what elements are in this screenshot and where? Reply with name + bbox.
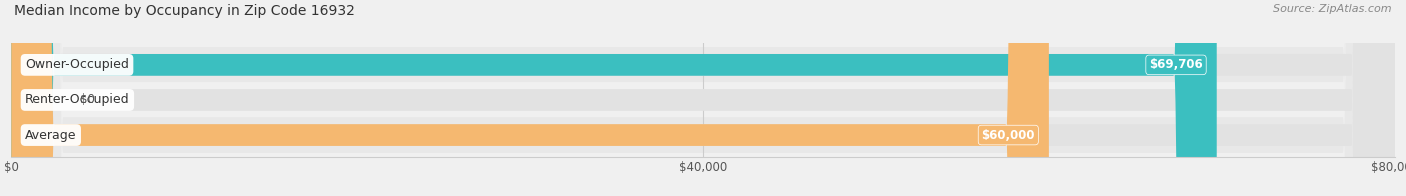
Text: Renter-Occupied: Renter-Occupied (25, 93, 129, 106)
Text: Source: ZipAtlas.com: Source: ZipAtlas.com (1274, 4, 1392, 14)
Text: Owner-Occupied: Owner-Occupied (25, 58, 129, 71)
FancyBboxPatch shape (11, 0, 1395, 196)
FancyBboxPatch shape (11, 0, 1395, 196)
Text: $0: $0 (80, 93, 96, 106)
Text: $60,000: $60,000 (981, 129, 1035, 142)
FancyBboxPatch shape (11, 0, 1049, 196)
Text: Median Income by Occupancy in Zip Code 16932: Median Income by Occupancy in Zip Code 1… (14, 4, 354, 18)
FancyBboxPatch shape (11, 0, 1395, 196)
Text: $69,706: $69,706 (1149, 58, 1204, 71)
FancyBboxPatch shape (11, 0, 1395, 196)
FancyBboxPatch shape (11, 0, 1216, 196)
FancyBboxPatch shape (11, 0, 1395, 196)
FancyBboxPatch shape (11, 0, 1395, 196)
Text: Average: Average (25, 129, 76, 142)
